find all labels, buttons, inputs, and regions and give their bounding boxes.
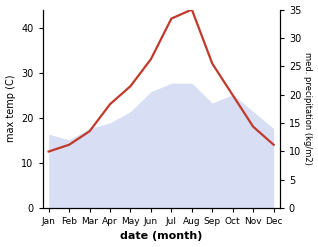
- X-axis label: date (month): date (month): [120, 231, 202, 242]
- Y-axis label: med. precipitation (kg/m2): med. precipitation (kg/m2): [303, 52, 313, 165]
- Y-axis label: max temp (C): max temp (C): [5, 75, 16, 143]
